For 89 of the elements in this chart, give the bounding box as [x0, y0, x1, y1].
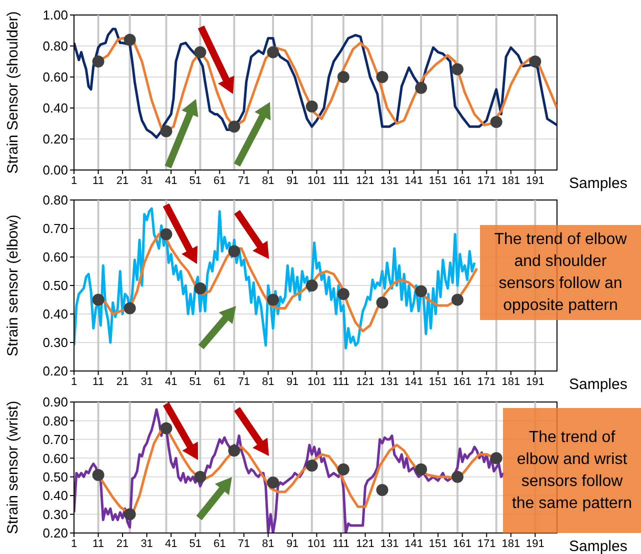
x-tick-label: 21 [116, 538, 129, 550]
x-tick-label: 131 [380, 538, 399, 550]
y-axis-title: Strain Sensor (shoulder) [4, 11, 22, 174]
x-tick-label: 121 [356, 538, 374, 550]
x-tick-label: 171 [477, 538, 496, 550]
x-tick-label: 151 [428, 174, 448, 187]
note-box: The trend of elbow and wrist sensors follow the same pattern [503, 408, 641, 533]
x-tick-label: 31 [140, 376, 153, 388]
x-tick-label: 161 [453, 174, 472, 187]
x-tick-label: 41 [164, 538, 178, 550]
y-tick-label: 0.20 [42, 526, 68, 541]
y-tick-label: 0.40 [42, 306, 68, 322]
y-axis-title: Strain sensor (elbow) [4, 214, 22, 356]
x-tick-label: 51 [189, 538, 202, 550]
x-tick-label: 141 [404, 376, 423, 388]
y-tick-label: 0.50 [42, 278, 68, 294]
x-tick-label: 111 [332, 174, 350, 187]
x-tick-label: 71 [238, 174, 250, 187]
y-tick-label: 0.00 [42, 162, 68, 178]
x-axis-title: Samples [569, 376, 628, 393]
y-tick-label: 0.30 [42, 506, 68, 522]
x-tick-label: 51 [189, 376, 202, 388]
x-tick-label: 11 [92, 174, 104, 187]
y-tick-label: 1.00 [42, 8, 68, 23]
y-tick-label: 0.70 [42, 221, 68, 236]
x-tick-label: 131 [380, 376, 399, 388]
x-tick-label: 91 [286, 538, 299, 550]
x-axis-title: Samples [569, 538, 628, 554]
x-tick-label: 191 [526, 174, 544, 187]
x-tick-label: 121 [356, 174, 374, 187]
y-tick-label: 0.70 [42, 432, 68, 448]
x-tick-label: 171 [477, 174, 496, 187]
y-tick-label: 0.30 [42, 335, 68, 350]
x-tick-label: 31 [140, 174, 153, 187]
y-tick-label: 0.40 [42, 488, 68, 504]
x-tick-label: 21 [116, 376, 129, 388]
y-axis-title: Strain sensor (wrist) [4, 400, 22, 534]
x-tick-label: 11 [92, 538, 104, 550]
y-tick-label: 0.20 [42, 132, 68, 147]
x-tick-label: 91 [286, 376, 299, 388]
x-tick-label: 101 [308, 376, 326, 388]
y-tick-label: 0.90 [42, 394, 68, 410]
x-tick-label: 101 [308, 174, 326, 187]
x-tick-label: 161 [453, 376, 472, 388]
x-tick-label: 81 [262, 376, 274, 388]
x-tick-label: 191 [526, 376, 544, 388]
x-tick-label: 171 [477, 376, 496, 388]
x-tick-label: 161 [453, 538, 472, 550]
y-tick-label: 0.80 [42, 38, 68, 54]
x-tick-label: 191 [526, 538, 544, 550]
x-tick-label: 131 [380, 174, 399, 187]
x-tick-label: 11 [92, 376, 104, 388]
x-tick-label: 141 [404, 538, 423, 550]
x-tick-label: 111 [332, 538, 350, 550]
x-tick-label: 181 [502, 174, 520, 187]
x-axis-title: Samples [569, 175, 628, 192]
y-tick-label: 0.80 [42, 192, 68, 208]
x-tick-label: 61 [214, 376, 226, 388]
x-tick-label: 71 [238, 376, 250, 388]
x-tick-label: 1 [70, 538, 78, 550]
x-tick-label: 121 [356, 376, 374, 388]
x-tick-label: 61 [214, 538, 226, 550]
note-box: The trend of elbow and shoulder sensors follow an opposite pattern [480, 225, 641, 320]
x-tick-label: 21 [116, 174, 129, 187]
y-tick-label: 0.60 [42, 250, 68, 265]
y-tick-label: 0.50 [42, 469, 68, 484]
x-tick-label: 61 [214, 174, 226, 187]
x-tick-label: 101 [308, 538, 326, 550]
x-tick-label: 91 [286, 174, 299, 187]
x-tick-label: 41 [164, 376, 178, 388]
x-tick-label: 111 [332, 376, 350, 388]
y-tick-label: 0.60 [42, 450, 68, 466]
x-tick-label: 1 [70, 376, 78, 388]
x-tick-label: 181 [502, 538, 520, 550]
x-tick-label: 151 [428, 538, 448, 550]
x-tick-label: 181 [502, 376, 520, 388]
y-tick-label: 0.60 [42, 70, 68, 85]
x-tick-label: 81 [262, 174, 274, 187]
x-tick-label: 1 [70, 174, 78, 187]
x-tick-label: 41 [164, 174, 178, 187]
x-tick-label: 141 [404, 174, 423, 187]
x-tick-label: 71 [238, 538, 250, 550]
x-tick-label: 51 [189, 174, 202, 187]
y-tick-label: 0.80 [42, 413, 68, 428]
y-tick-label: 0.40 [42, 100, 68, 116]
x-tick-label: 81 [262, 538, 274, 550]
x-tick-label: 151 [428, 376, 448, 388]
x-tick-label: 31 [140, 538, 153, 550]
y-tick-label: 0.20 [42, 364, 68, 379]
